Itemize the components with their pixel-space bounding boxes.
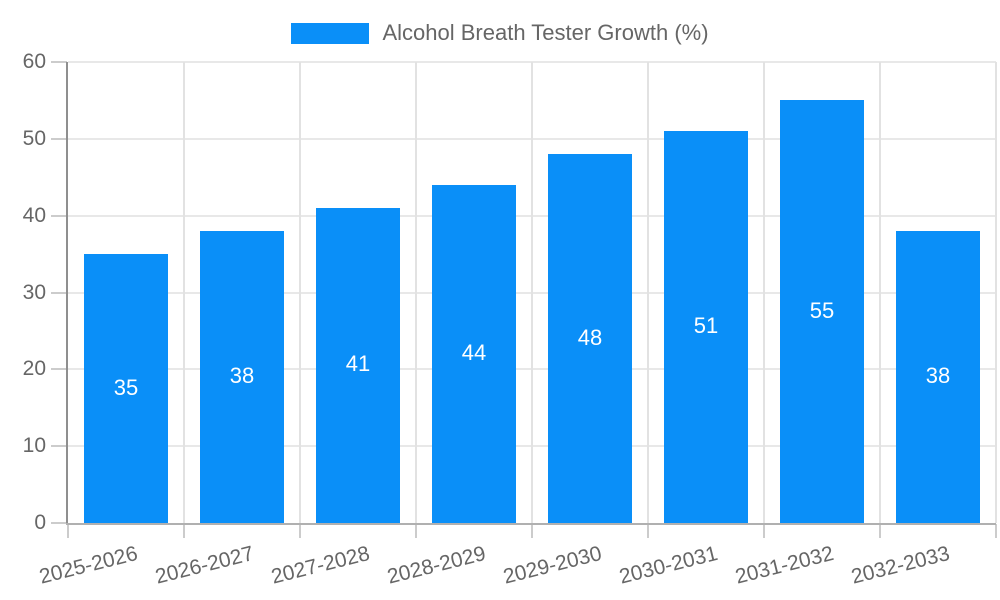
x-axis-tick-label: 2032-2033: [848, 542, 952, 589]
x-axis-tick: [67, 524, 69, 538]
y-axis-tick: [51, 61, 67, 63]
chart-legend[interactable]: Alcohol Breath Tester Growth (%): [0, 20, 1000, 46]
x-axis-tick: [995, 524, 997, 538]
x-axis-tick-label: 2030-2031: [616, 542, 720, 589]
x-gridline: [879, 62, 881, 523]
x-axis-tick: [415, 524, 417, 538]
legend-swatch-icon: [291, 22, 370, 44]
y-axis-line: [66, 62, 68, 525]
x-gridline: [531, 62, 533, 523]
y-axis-tick: [51, 445, 67, 448]
x-axis-tick: [531, 524, 533, 538]
y-axis-tick-label: 10: [22, 434, 46, 458]
bar: [548, 154, 632, 523]
x-axis-tick-label: 2029-2030: [500, 542, 604, 589]
bar: [664, 131, 748, 523]
y-axis-tick: [51, 522, 67, 524]
y-axis-tick-label: 20: [22, 357, 46, 381]
bar-value-label: 38: [229, 363, 255, 389]
y-axis-tick: [51, 291, 67, 294]
x-axis-tick: [763, 524, 765, 538]
y-axis-tick-label: 30: [22, 280, 46, 304]
x-axis-line: [66, 523, 996, 525]
x-gridline: [995, 62, 997, 523]
legend-label: Alcohol Breath Tester Growth (%): [382, 20, 709, 45]
bar: [896, 231, 980, 523]
bar-value-label: 35: [113, 374, 139, 400]
x-axis-tick: [647, 524, 649, 538]
x-axis-tick-label: 2025-2026: [36, 542, 140, 589]
bar-value-label: 41: [345, 351, 371, 377]
x-gridline: [299, 62, 301, 523]
y-axis-tick-label: 0: [34, 511, 46, 534]
bar-value-label: 51: [693, 313, 719, 339]
y-axis-tick: [51, 137, 67, 140]
bar: [200, 231, 284, 523]
x-gridline: [415, 62, 417, 523]
y-axis-tick-label: 40: [22, 203, 46, 227]
x-axis-tick-label: 2027-2028: [268, 542, 372, 589]
bar: [432, 184, 516, 523]
y-axis-tick-label: 60: [22, 50, 46, 73]
x-axis-tick-label: 2026-2027: [152, 542, 256, 589]
bar: [316, 207, 400, 523]
bar-value-label: 38: [925, 363, 951, 389]
x-gridline: [763, 62, 765, 523]
bar-value-label: 44: [461, 339, 487, 365]
x-axis-tick-label: 2031-2032: [732, 542, 836, 589]
bar-value-label: 48: [577, 324, 603, 350]
bar-value-label: 55: [809, 297, 835, 323]
x-gridline: [647, 62, 649, 523]
y-axis-tick: [51, 368, 67, 371]
x-axis-tick: [299, 524, 301, 538]
x-axis-tick: [879, 524, 881, 538]
x-axis-tick-label: 2028-2029: [384, 542, 488, 589]
x-gridline: [183, 62, 185, 523]
y-axis-tick-label: 50: [22, 126, 46, 150]
bar: [780, 100, 864, 523]
bar: [84, 254, 168, 523]
y-axis-tick: [51, 214, 67, 217]
x-axis-tick: [183, 524, 185, 538]
